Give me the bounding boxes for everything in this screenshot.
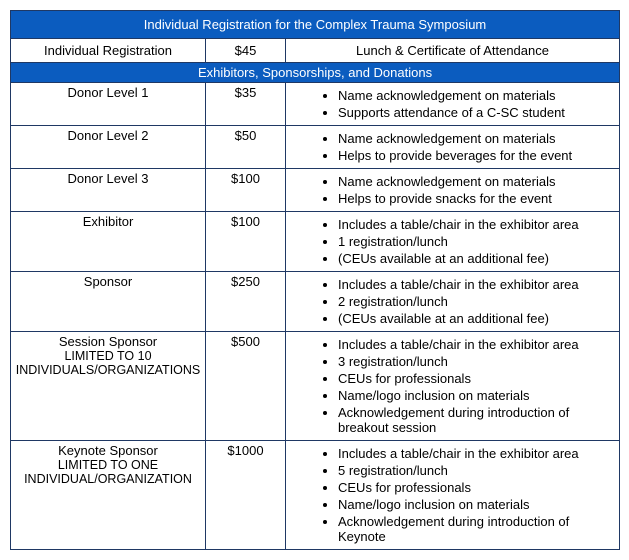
tier-benefit: Includes a table/chair in the exhibitor … — [338, 276, 615, 293]
tier-name-cell: Donor Level 3 — [11, 169, 206, 212]
tier-price: $100 — [206, 212, 286, 272]
tier-benefit: CEUs for professionals — [338, 479, 615, 496]
individual-desc: Lunch & Certificate of Attendance — [286, 39, 620, 63]
tier-limit-2: INDIVIDUALS/ORGANIZATIONS — [15, 363, 201, 377]
tier-name: Donor Level 1 — [15, 85, 201, 100]
tier-benefit: Name acknowledgement on materials — [338, 173, 615, 190]
tier-benefits-list: Name acknowledgement on materialsHelps t… — [290, 173, 615, 207]
tier-row: Donor Level 3$100Name acknowledgement on… — [11, 169, 620, 212]
tier-name-cell: Keynote SponsorLIMITED TO ONEINDIVIDUAL/… — [11, 441, 206, 550]
tier-benefit: Acknowledgement during introduction of b… — [338, 404, 615, 436]
tier-benefit: 1 registration/lunch — [338, 233, 615, 250]
tier-benefit: Name acknowledgement on materials — [338, 130, 615, 147]
tier-name: Donor Level 2 — [15, 128, 201, 143]
tier-benefit: (CEUs available at an additional fee) — [338, 310, 615, 327]
tier-name-cell: Donor Level 2 — [11, 126, 206, 169]
tier-price: $100 — [206, 169, 286, 212]
tier-benefits-cell: Includes a table/chair in the exhibitor … — [286, 272, 620, 332]
tier-benefits-cell: Name acknowledgement on materialsHelps t… — [286, 126, 620, 169]
tier-price: $50 — [206, 126, 286, 169]
registration-table: Individual Registration for the Complex … — [10, 10, 620, 550]
tier-benefit: Includes a table/chair in the exhibitor … — [338, 336, 615, 353]
individual-price: $45 — [206, 39, 286, 63]
tier-name-cell: Donor Level 1 — [11, 83, 206, 126]
tier-benefits-cell: Includes a table/chair in the exhibitor … — [286, 441, 620, 550]
tier-benefits-list: Name acknowledgement on materialsSupport… — [290, 87, 615, 121]
tier-row: Donor Level 1$35Name acknowledgement on … — [11, 83, 620, 126]
tier-price: $1000 — [206, 441, 286, 550]
tier-benefit: Acknowledgement during introduction of K… — [338, 513, 615, 545]
tier-row: Sponsor $250 Includes a table/chair in the… — [11, 272, 620, 332]
tier-limit-1: LIMITED TO ONE — [15, 458, 201, 472]
tier-benefits-cell: Includes a table/chair in the exhibitor … — [286, 332, 620, 441]
tier-limit-2: INDIVIDUAL/ORGANIZATION — [15, 472, 201, 486]
tier-row: Session SponsorLIMITED TO 10INDIVIDUALS/… — [11, 332, 620, 441]
tier-row: Keynote SponsorLIMITED TO ONEINDIVIDUAL/… — [11, 441, 620, 550]
tier-benefits-cell: Includes a table/chair in the exhibitor … — [286, 212, 620, 272]
tier-benefit: Includes a table/chair in the exhibitor … — [338, 445, 615, 462]
individual-registration-row: Individual Registration $45 Lunch & Cert… — [11, 39, 620, 63]
tier-name-cell: Exhibitor — [11, 212, 206, 272]
tier-benefit: Supports attendance of a C-SC student — [338, 104, 615, 121]
tier-name: Donor Level 3 — [15, 171, 201, 186]
tier-benefit: Name/logo inclusion on materials — [338, 496, 615, 513]
tier-benefit: CEUs for professionals — [338, 370, 615, 387]
tier-benefit: (CEUs available at an additional fee) — [338, 250, 615, 267]
tier-name: Session Sponsor — [15, 334, 201, 349]
tier-benefits-list: Includes a table/chair in the exhibitor … — [290, 216, 615, 267]
tier-benefit: Name acknowledgement on materials — [338, 87, 615, 104]
header-row-1: Individual Registration for the Complex … — [11, 11, 620, 39]
individual-label: Individual Registration — [11, 39, 206, 63]
tier-price: $250 — [206, 272, 286, 332]
tier-benefit: 2 registration/lunch — [338, 293, 615, 310]
header-1: Individual Registration for the Complex … — [11, 11, 620, 39]
tier-benefits-list: Includes a table/chair in the exhibitor … — [290, 336, 615, 436]
tier-price: $500 — [206, 332, 286, 441]
header-row-2: Exhibitors, Sponsorships, and Donations — [11, 63, 620, 83]
tier-benefits-list: Includes a table/chair in the exhibitor … — [290, 276, 615, 327]
tier-benefit: Includes a table/chair in the exhibitor … — [338, 216, 615, 233]
tier-name-cell: Sponsor — [11, 272, 206, 332]
tier-name: Sponsor — [15, 274, 201, 289]
tier-name-cell: Session SponsorLIMITED TO 10INDIVIDUALS/… — [11, 332, 206, 441]
tier-benefit: Helps to provide beverages for the event — [338, 147, 615, 164]
header-2: Exhibitors, Sponsorships, and Donations — [11, 63, 620, 83]
tier-name: Keynote Sponsor — [15, 443, 201, 458]
tier-limit-1: LIMITED TO 10 — [15, 349, 201, 363]
tier-benefits-list: Name acknowledgement on materialsHelps t… — [290, 130, 615, 164]
tier-benefits-cell: Name acknowledgement on materialsHelps t… — [286, 169, 620, 212]
tier-price: $35 — [206, 83, 286, 126]
tier-benefit: Helps to provide snacks for the event — [338, 190, 615, 207]
tier-benefit: 5 registration/lunch — [338, 462, 615, 479]
tier-benefit: Name/logo inclusion on materials — [338, 387, 615, 404]
tier-benefit: 3 registration/lunch — [338, 353, 615, 370]
tier-row: Exhibitor $100 Includes a table/chair in t… — [11, 212, 620, 272]
tier-name: Exhibitor — [15, 214, 201, 229]
tier-benefits-cell: Name acknowledgement on materialsSupport… — [286, 83, 620, 126]
tier-row: Donor Level 2$50Name acknowledgement on … — [11, 126, 620, 169]
tier-benefits-list: Includes a table/chair in the exhibitor … — [290, 445, 615, 545]
